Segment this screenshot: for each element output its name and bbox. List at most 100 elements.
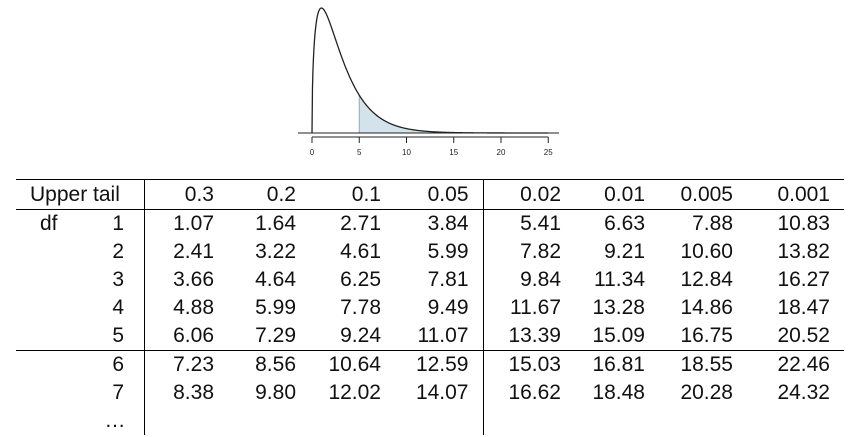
df-label: df	[40, 212, 58, 235]
table-cell: 13.28	[592, 296, 645, 319]
table-cell: 1.07	[173, 212, 214, 235]
col-header: 0.05	[395, 179, 484, 210]
table-cell: 11.07	[395, 322, 484, 351]
table-cell: 4.88	[173, 296, 214, 319]
x-tick-label: 5	[357, 148, 362, 157]
x-tick-label: 25	[544, 148, 553, 157]
table-cell: 10.64	[310, 350, 395, 379]
x-tick-label: 0	[310, 148, 315, 157]
table-cell: 7.78	[340, 296, 381, 319]
table-cell: 12.84	[680, 268, 733, 291]
df-value: 2	[112, 240, 124, 263]
table-row: 4 4.88 5.99 7.78 9.49 11.67 13.28 14.86 18.47	[16, 294, 844, 322]
df-cell: 7	[16, 379, 145, 407]
table-cell: 5.99	[255, 296, 296, 319]
table-row: 2 2.41 3.22 4.61 5.99 7.82 9.21 10.60 13.82	[16, 238, 844, 266]
table-cell: 24.32	[777, 381, 830, 404]
chi-square-table: Upper tail 0.3 0.2 0.1 0.05 0.02 0.01 0.…	[16, 179, 844, 435]
table-cell: 7.88	[692, 212, 733, 235]
df-value: 5	[112, 324, 124, 347]
table-cell: 16.62	[508, 381, 561, 404]
table-cell: 5.41	[520, 212, 561, 235]
table-cell: 13.39	[508, 324, 561, 347]
table-cell: 6.25	[340, 268, 381, 291]
table-cell: 11.67	[510, 296, 561, 319]
df-value: 4	[112, 296, 124, 319]
density-curve	[311, 7, 549, 134]
table-cell: 13.82	[777, 240, 830, 263]
table-cell: 14.86	[680, 296, 733, 319]
table-cell: 16.75	[680, 324, 733, 347]
df-value: 3	[112, 268, 124, 291]
x-tick-label: 20	[497, 148, 506, 157]
ellipsis: …	[16, 407, 145, 435]
x-axis-ticks: 0 5 10 15 20 25	[310, 136, 553, 157]
table-cell: 10.83	[777, 212, 830, 235]
table-cell: 7.29	[255, 324, 296, 347]
table-cell: 20.52	[777, 324, 830, 347]
table-cell: 3.22	[255, 240, 296, 263]
table-cell: 2.71	[340, 212, 381, 235]
df-cell: 3	[16, 266, 145, 294]
table-row: 3 3.66 4.64 6.25 7.81 9.84 11.34 12.84 16.27	[16, 266, 844, 294]
table-cell: 18.55	[659, 350, 747, 379]
upper-tail-shaded-area	[359, 95, 549, 133]
df-cell: df 1	[16, 209, 145, 238]
table-cell: 14.07	[395, 379, 484, 407]
table-cell: 18.47	[777, 296, 830, 319]
table-cell: 12.59	[395, 350, 484, 379]
table-cell: 2.41	[173, 240, 214, 263]
col-header: 0.01	[575, 179, 659, 210]
table-cell: 20.28	[680, 381, 733, 404]
table-cell: 9.80	[255, 381, 296, 404]
table-cell: 8.56	[228, 350, 310, 379]
col-header: 0.02	[483, 179, 575, 210]
table-cell: 11.34	[594, 268, 645, 291]
table-cell: 4.64	[255, 268, 296, 291]
table-cell: 6.63	[604, 212, 645, 235]
table-row: df 1 1.07 1.64 2.71 3.84 5.41 6.63 7.88 10.83	[16, 209, 844, 238]
table-cell: 9.84	[520, 268, 561, 291]
df-cell: 5	[16, 322, 145, 351]
table-row: 6 7.23 8.56 10.64 12.59 15.03 16.81 18.55 22.46	[16, 350, 844, 379]
table-cell: 6.06	[173, 324, 214, 347]
df-value: 1	[112, 212, 124, 235]
table-cell: 3.66	[173, 268, 214, 291]
table-cell: 16.81	[575, 350, 659, 379]
col-header: 0.001	[747, 179, 844, 210]
table-cell: 8.38	[173, 381, 214, 404]
table-cell: 7.23	[144, 350, 228, 379]
table-cell: 5.99	[395, 238, 484, 266]
table-cell: 22.46	[747, 350, 844, 379]
table-cell: 12.02	[328, 381, 381, 404]
table-cell: 9.49	[395, 294, 484, 322]
table-row: 7 8.38 9.80 12.02 14.07 16.62 18.48 20.28 24.32	[16, 379, 844, 407]
ellipsis-row: …	[16, 407, 844, 435]
table-cell: 4.61	[340, 240, 381, 263]
col-header: 0.005	[659, 179, 747, 210]
df-value: 7	[112, 381, 124, 404]
x-tick-label: 10	[402, 148, 411, 157]
df-cell: 2	[16, 238, 145, 266]
table-row: 5 6.06 7.29 9.24 11.07 13.39 15.09 16.75 20.52	[16, 322, 844, 351]
table-cell: 15.09	[592, 324, 645, 347]
df-cell: 6	[16, 350, 145, 379]
table-cell: 7.82	[520, 240, 561, 263]
table-cell: 18.48	[592, 381, 645, 404]
header-row: Upper tail 0.3 0.2 0.1 0.05 0.02 0.01 0.…	[16, 179, 844, 210]
table-cell: 7.81	[395, 266, 484, 294]
col-header: 0.1	[310, 179, 395, 210]
df-value: 6	[112, 353, 124, 376]
table-cell: 9.24	[340, 324, 381, 347]
table-cell: 9.21	[604, 240, 645, 263]
chi-square-density-plot: 0 5 10 15 20 25	[298, 7, 559, 157]
upper-tail-label: Upper tail	[16, 179, 145, 210]
table-cell: 10.60	[680, 240, 733, 263]
table-cell: 15.03	[483, 350, 575, 379]
df-cell: 4	[16, 294, 145, 322]
x-tick-label: 15	[449, 148, 458, 157]
col-header: 0.2	[228, 179, 310, 210]
table-cell: 3.84	[395, 209, 484, 238]
col-header: 0.3	[144, 179, 228, 210]
table-cell: 16.27	[777, 268, 830, 291]
